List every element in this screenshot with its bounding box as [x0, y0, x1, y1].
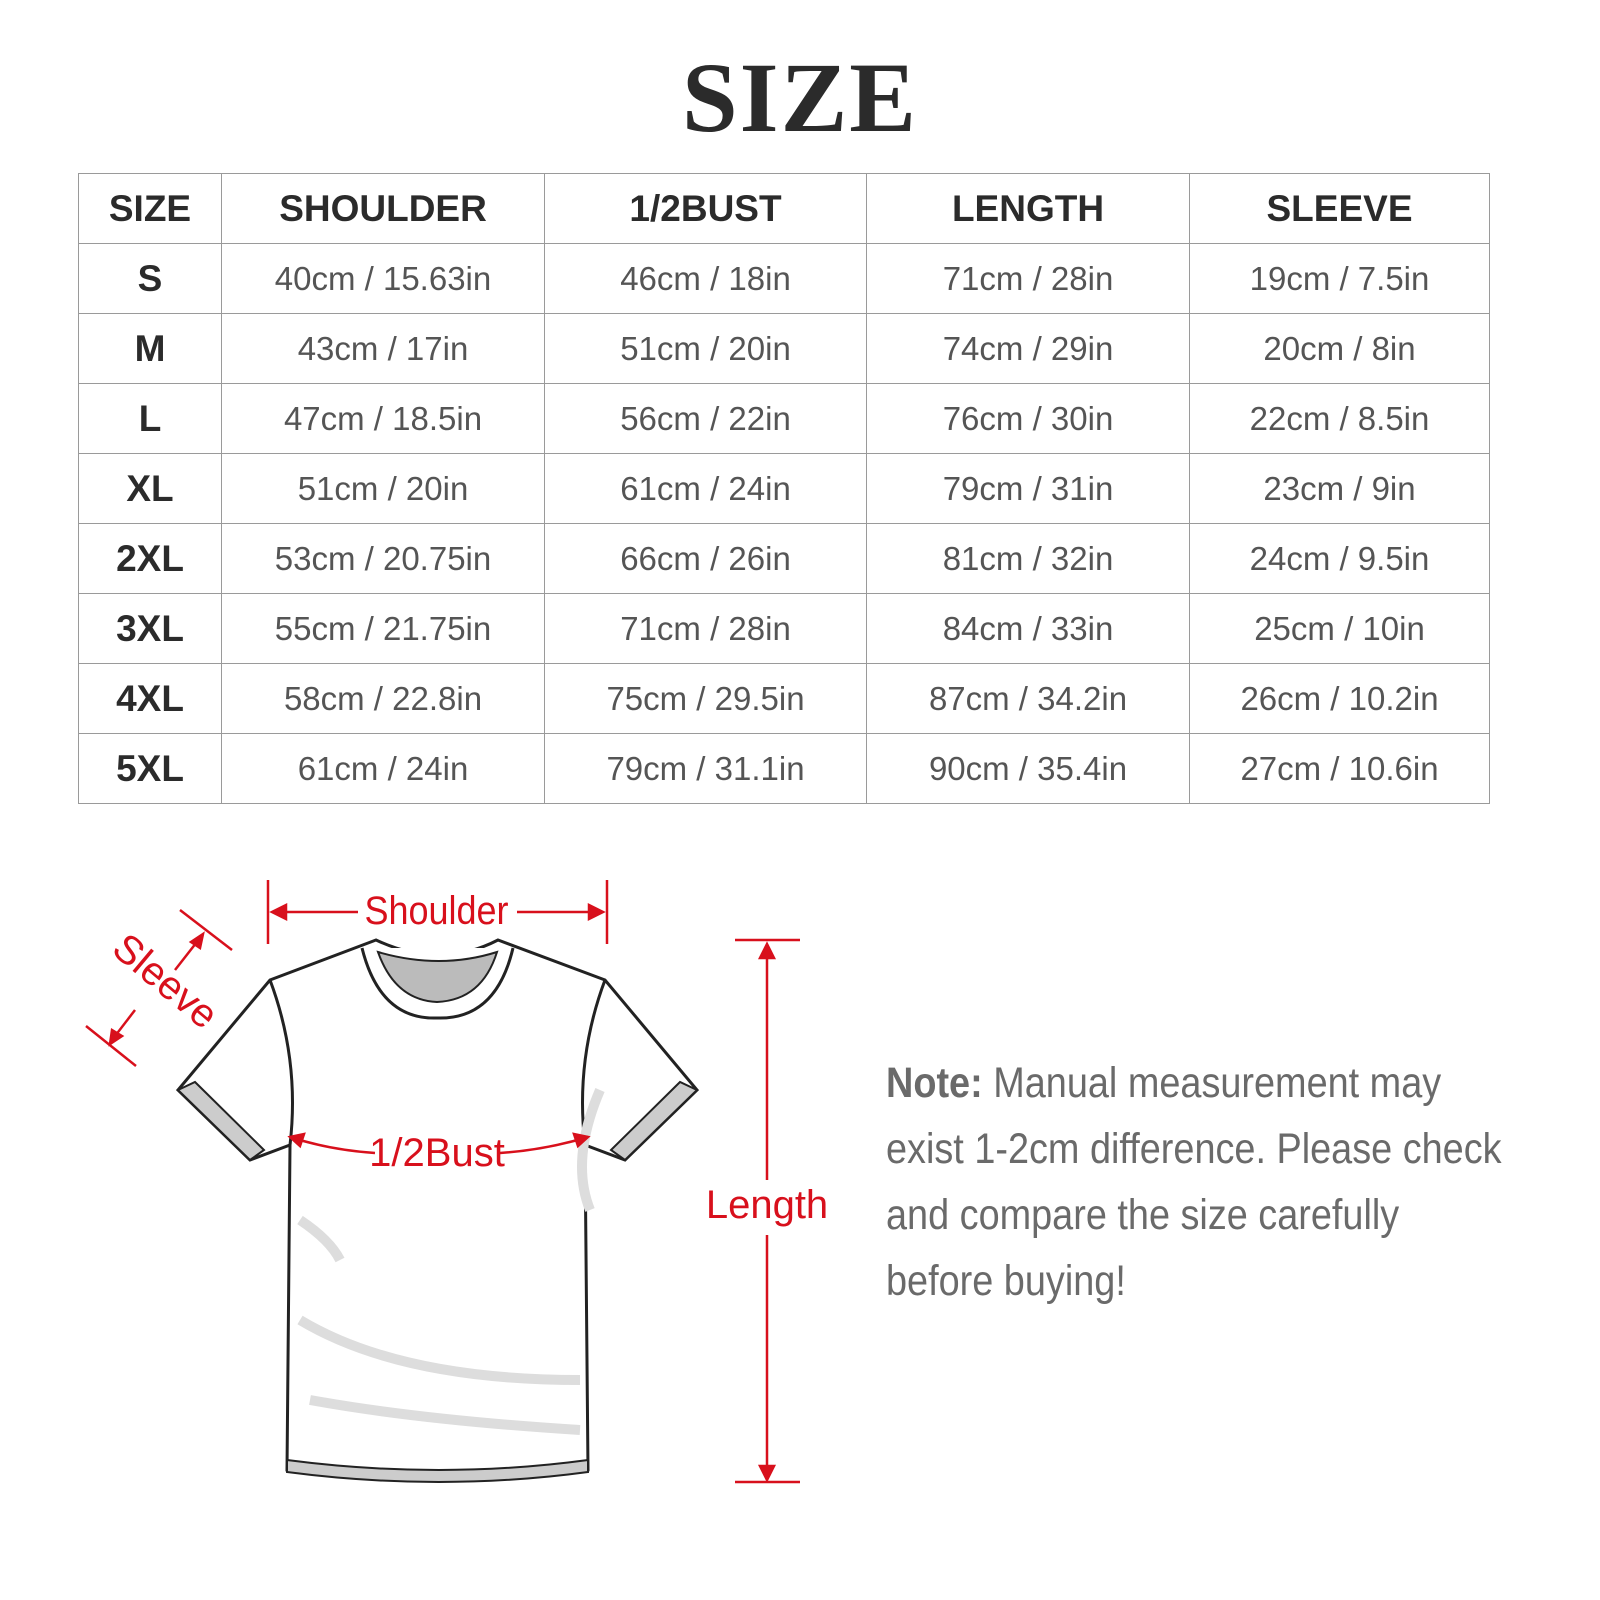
- measurement-cell: 22cm / 8.5in: [1189, 383, 1490, 454]
- page-title: SIZE: [682, 42, 918, 153]
- measurement-cell: 27cm / 10.6in: [1189, 733, 1490, 804]
- shoulder-label: Shoulder: [364, 889, 508, 933]
- measurement-cell: 61cm / 24in: [221, 733, 545, 804]
- measurement-cell: 20cm / 8in: [1189, 313, 1490, 384]
- sleeve-label: Sleeve: [104, 925, 226, 1037]
- size-cell: M: [78, 313, 222, 384]
- measurement-cell: 79cm / 31.1in: [544, 733, 867, 804]
- measurement-cell: 26cm / 10.2in: [1189, 663, 1490, 734]
- bust-label: 1/2Bust: [369, 1131, 505, 1175]
- measurement-cell: 25cm / 10in: [1189, 593, 1490, 664]
- measurement-cell: 56cm / 22in: [544, 383, 867, 454]
- length-label: Length: [706, 1183, 828, 1227]
- table-row: S 40cm / 15.63in 46cm / 18in 71cm / 28in 19c…: [78, 243, 1490, 314]
- size-cell: 4XL: [78, 663, 222, 734]
- measurement-cell: 87cm / 34.2in: [866, 663, 1190, 734]
- note-body: Manual measurement may exist 1-2cm diffe…: [886, 1059, 1502, 1305]
- measurement-cell: 23cm / 9in: [1189, 453, 1490, 524]
- size-cell: 5XL: [78, 733, 222, 804]
- header-shoulder: SHOULDER: [221, 173, 545, 244]
- measurement-cell: 19cm / 7.5in: [1189, 243, 1490, 314]
- measure-lines: [85, 880, 800, 1484]
- measurement-cell: 84cm / 33in: [866, 593, 1190, 664]
- header-length: LENGTH: [866, 173, 1190, 244]
- measurement-cell: 76cm / 30in: [866, 383, 1190, 454]
- size-cell: 2XL: [78, 523, 222, 594]
- measurement-cell: 46cm / 18in: [544, 243, 867, 314]
- size-cell: S: [78, 243, 222, 314]
- measurement-cell: 90cm / 35.4in: [866, 733, 1190, 804]
- note-label: Note:: [886, 1059, 983, 1107]
- table-header-row: SIZE SHOULDER 1/2BUST LENGTH SLEEVE: [78, 173, 1490, 244]
- measurement-cell: 75cm / 29.5in: [544, 663, 867, 734]
- measurement-cell: 79cm / 31in: [866, 453, 1190, 524]
- table-row: 5XL 61cm / 24in 79cm / 31.1in 90cm / 35.4in…: [78, 733, 1490, 804]
- measurement-cell: 71cm / 28in: [544, 593, 867, 664]
- size-cell: L: [78, 383, 222, 454]
- measurement-cell: 58cm / 22.8in: [221, 663, 545, 734]
- tshirt-illustration: [175, 938, 700, 1483]
- note-text: Note: Manual measurement may exist 1-2cm…: [886, 1050, 1502, 1314]
- size-cell: XL: [78, 453, 222, 524]
- header-bust: 1/2BUST: [544, 173, 867, 244]
- measurement-cell: 47cm / 18.5in: [221, 383, 545, 454]
- size-cell: 3XL: [78, 593, 222, 664]
- measurement-cell: 40cm / 15.63in: [221, 243, 545, 314]
- measurement-cell: 71cm / 28in: [866, 243, 1190, 314]
- measurement-cell: 55cm / 21.75in: [221, 593, 545, 664]
- measurement-cell: 81cm / 32in: [866, 523, 1190, 594]
- table-row: 3XL 55cm / 21.75in 71cm / 28in 84cm / 33in 2…: [78, 593, 1490, 664]
- measurement-cell: 43cm / 17in: [221, 313, 545, 384]
- table-row: 2XL 53cm / 20.75in 66cm / 26in 81cm / 32in 2…: [78, 523, 1490, 594]
- table-row: M 43cm / 17in 51cm / 20in 74cm / 29in 20cm /…: [78, 313, 1490, 384]
- measurement-cell: 66cm / 26in: [544, 523, 867, 594]
- measurement-cell: 24cm / 9.5in: [1189, 523, 1490, 594]
- header-size: SIZE: [78, 173, 222, 244]
- measurement-cell: 51cm / 20in: [221, 453, 545, 524]
- measurement-cell: 53cm / 20.75in: [221, 523, 545, 594]
- table-row: XL 51cm / 20in 61cm / 24in 79cm / 31in 23cm …: [78, 453, 1490, 524]
- measurement-cell: 61cm / 24in: [544, 453, 867, 524]
- measurement-cell: 51cm / 20in: [544, 313, 867, 384]
- size-table: SIZE SHOULDER 1/2BUST LENGTH SLEEVE S 40c…: [78, 173, 1490, 804]
- table-row: 4XL 58cm / 22.8in 75cm / 29.5in 87cm / 34.2…: [78, 663, 1490, 734]
- measurement-cell: 74cm / 29in: [866, 313, 1190, 384]
- tshirt-diagram: Shoulder Sleeve 1/2Bust Length: [85, 880, 828, 1484]
- header-sleeve: SLEEVE: [1189, 173, 1490, 244]
- table-row: L 47cm / 18.5in 56cm / 22in 76cm / 30in 22cm…: [78, 383, 1490, 454]
